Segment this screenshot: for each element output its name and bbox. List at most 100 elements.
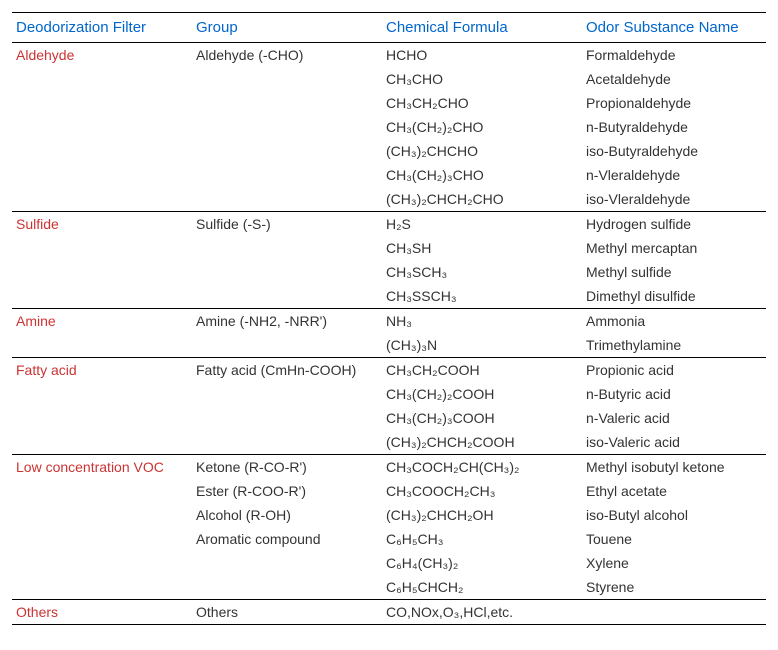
cell-formula: (CH₃)₂CHCH₂OH xyxy=(382,503,582,527)
cell-group xyxy=(192,139,382,163)
cell-formula: CH₃(CH₂)₂CHO xyxy=(382,115,582,139)
cell-group xyxy=(192,91,382,115)
cell-formula: C₆H₅CH₃ xyxy=(382,527,582,551)
cell-name: Methyl mercaptan xyxy=(582,236,766,260)
cell-name: Propionic acid xyxy=(582,358,766,383)
cell-filter: Fatty acid xyxy=(12,358,192,383)
table-row: CH₃SHMethyl mercaptan xyxy=(12,236,766,260)
cell-name: Trimethylamine xyxy=(582,333,766,358)
cell-name: iso-Butyl alcohol xyxy=(582,503,766,527)
cell-filter xyxy=(12,551,192,575)
odor-table: Deodorization Filter Group Chemical Form… xyxy=(12,12,766,625)
cell-filter: Aldehyde xyxy=(12,43,192,68)
cell-name: Methyl sulfide xyxy=(582,260,766,284)
cell-formula: C₆H₅CHCH₂ xyxy=(382,575,582,600)
cell-group: Amine (-NH2, -NRR') xyxy=(192,309,382,334)
cell-filter xyxy=(12,260,192,284)
cell-filter xyxy=(12,527,192,551)
cell-name: iso-Valeric acid xyxy=(582,430,766,455)
cell-group xyxy=(192,284,382,309)
table-row: CH₃SCH₃Methyl sulfide xyxy=(12,260,766,284)
table-row: CH₃(CH₂)₂COOHn-Butyric acid xyxy=(12,382,766,406)
cell-formula: (CH₃)₂CHCH₂CHO xyxy=(382,187,582,212)
cell-name: Ammonia xyxy=(582,309,766,334)
cell-group: Sulfide (-S-) xyxy=(192,212,382,237)
cell-group: Ketone (R-CO-R') xyxy=(192,455,382,480)
cell-group xyxy=(192,430,382,455)
table-row: AmineAmine (-NH2, -NRR')NH₃Ammonia xyxy=(12,309,766,334)
table-row: C₆H₅CHCH₂Styrene xyxy=(12,575,766,600)
cell-group xyxy=(192,236,382,260)
cell-formula: (CH₃)₂CHCH₂COOH xyxy=(382,430,582,455)
header-row: Deodorization Filter Group Chemical Form… xyxy=(12,13,766,43)
table-row: CH₃CHOAcetaldehyde xyxy=(12,67,766,91)
cell-filter xyxy=(12,382,192,406)
cell-formula: C₆H₄(CH₃)₂ xyxy=(382,551,582,575)
cell-name: iso-Vleraldehyde xyxy=(582,187,766,212)
table-row: AldehydeAldehyde (-CHO)HCHOFormaldehyde xyxy=(12,43,766,68)
table-row: (CH₃)₂CHCH₂COOHiso-Valeric acid xyxy=(12,430,766,455)
table-row: CH₃(CH₂)₃CHOn-Vleraldehyde xyxy=(12,163,766,187)
table-row: CH₃(CH₂)₂CHOn-Butyraldehyde xyxy=(12,115,766,139)
table-row: C₆H₄(CH₃)₂Xylene xyxy=(12,551,766,575)
cell-name: iso-Butyraldehyde xyxy=(582,139,766,163)
table-row: CH₃SSCH₃Dimethyl disulfide xyxy=(12,284,766,309)
cell-name: Methyl isobutyl ketone xyxy=(582,455,766,480)
cell-name: n-Vleraldehyde xyxy=(582,163,766,187)
cell-group xyxy=(192,115,382,139)
cell-formula: CH₃COOCH₂CH₃ xyxy=(382,479,582,503)
table-row: Ester (R-COO-R')CH₃COOCH₂CH₃Ethyl acetat… xyxy=(12,479,766,503)
cell-group: Ester (R-COO-R') xyxy=(192,479,382,503)
cell-name: n-Butyric acid xyxy=(582,382,766,406)
header-filter: Deodorization Filter xyxy=(12,13,192,43)
cell-formula: CH₃(CH₂)₃COOH xyxy=(382,406,582,430)
cell-filter xyxy=(12,575,192,600)
cell-group xyxy=(192,187,382,212)
cell-group xyxy=(192,163,382,187)
cell-formula: CH₃CH₂CHO xyxy=(382,91,582,115)
table-row: Low concentration VOCKetone (R-CO-R')CH₃… xyxy=(12,455,766,480)
cell-filter: Amine xyxy=(12,309,192,334)
cell-name: Dimethyl disulfide xyxy=(582,284,766,309)
cell-name xyxy=(582,600,766,625)
table-row: SulfideSulfide (-S-)H₂SHydrogen sulfide xyxy=(12,212,766,237)
cell-name: Styrene xyxy=(582,575,766,600)
cell-formula: CH₃COCH₂CH(CH₃)₂ xyxy=(382,455,582,480)
table-row: (CH₃)₂CHCHOiso-Butyraldehyde xyxy=(12,139,766,163)
cell-filter xyxy=(12,67,192,91)
cell-name: Formaldehyde xyxy=(582,43,766,68)
table-row: (CH₃)₃NTrimethylamine xyxy=(12,333,766,358)
cell-group xyxy=(192,260,382,284)
cell-group: Alcohol (R-OH) xyxy=(192,503,382,527)
cell-group xyxy=(192,575,382,600)
cell-group: Fatty acid (CmHn-COOH) xyxy=(192,358,382,383)
cell-group xyxy=(192,333,382,358)
table-row: Alcohol (R-OH)(CH₃)₂CHCH₂OHiso-Butyl alc… xyxy=(12,503,766,527)
table-body: AldehydeAldehyde (-CHO)HCHOFormaldehydeC… xyxy=(12,43,766,625)
cell-group: Aromatic compound xyxy=(192,527,382,551)
cell-name: Ethyl acetate xyxy=(582,479,766,503)
cell-formula: HCHO xyxy=(382,43,582,68)
cell-filter xyxy=(12,187,192,212)
cell-group xyxy=(192,406,382,430)
cell-filter xyxy=(12,333,192,358)
cell-formula: CH₃(CH₂)₃CHO xyxy=(382,163,582,187)
cell-filter xyxy=(12,430,192,455)
cell-name: Hydrogen sulfide xyxy=(582,212,766,237)
cell-filter xyxy=(12,163,192,187)
table-row: Fatty acidFatty acid (CmHn-COOH)CH₃CH₂CO… xyxy=(12,358,766,383)
cell-formula: CH₃SCH₃ xyxy=(382,260,582,284)
cell-formula: CH₃SSCH₃ xyxy=(382,284,582,309)
cell-filter xyxy=(12,284,192,309)
cell-formula: H₂S xyxy=(382,212,582,237)
cell-formula: CH₃CHO xyxy=(382,67,582,91)
cell-filter xyxy=(12,139,192,163)
table-row: CH₃CH₂CHOPropionaldehyde xyxy=(12,91,766,115)
cell-formula: CH₃SH xyxy=(382,236,582,260)
cell-name: Acetaldehyde xyxy=(582,67,766,91)
cell-group: Aldehyde (-CHO) xyxy=(192,43,382,68)
cell-formula: CH₃CH₂COOH xyxy=(382,358,582,383)
cell-filter xyxy=(12,479,192,503)
cell-group xyxy=(192,382,382,406)
cell-formula: CO,NOx,O₃,HCl,etc. xyxy=(382,600,582,625)
